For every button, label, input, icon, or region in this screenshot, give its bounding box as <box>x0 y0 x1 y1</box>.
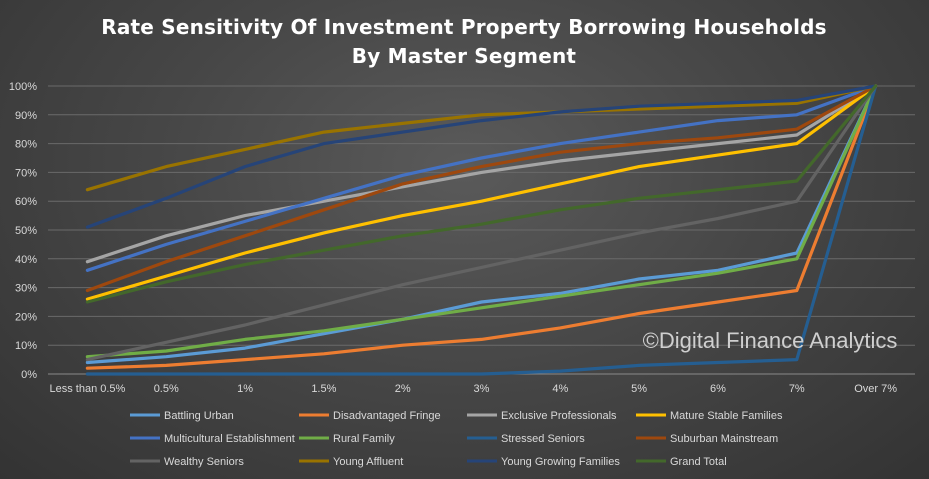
legend-label: Disadvantaged Fringe <box>333 410 441 422</box>
series-line-grand-total <box>85 84 878 304</box>
y-tick-label: 20% <box>15 311 37 323</box>
y-tick-label: 30% <box>15 283 37 295</box>
legend-label: Rural Family <box>333 433 395 445</box>
y-tick-label: 70% <box>15 167 37 179</box>
series-line-stressed-seniors <box>85 84 878 376</box>
x-tick-label: 1.5% <box>311 383 336 395</box>
x-tick-label: 1% <box>237 383 253 395</box>
series-line-rural-family <box>85 84 878 359</box>
chart-subtitle: By Master Segment <box>352 44 577 68</box>
y-axis-labels: 0% 10% 20% 30% 40% 50% 60% 70% 80% 90% 100% <box>9 81 37 381</box>
x-tick-label: 3% <box>474 383 490 395</box>
x-tick-label: 7% <box>789 383 805 395</box>
x-axis-labels: Less than 0.5% 0.5% 1% 1.5% 2% 3% 4% 5% 6% 7% Over… <box>49 383 897 395</box>
series-line-young-affluent <box>85 84 878 192</box>
legend-label: Grand Total <box>670 456 727 468</box>
series-lines <box>85 84 878 376</box>
legend-label: Exclusive Professionals <box>501 410 617 422</box>
legend-label: Battling Urban <box>164 410 234 422</box>
legend: Battling Urban Disadvantaged Fringe Exclus… <box>130 410 783 468</box>
y-tick-label: 0% <box>21 369 37 381</box>
series-line-suburban-mainstream <box>85 84 878 293</box>
y-tick-label: 80% <box>15 139 37 151</box>
x-tick-label: Over 7% <box>854 383 897 395</box>
y-tick-label: 50% <box>15 225 37 237</box>
watermark-annotation: ©Digital Finance Analytics <box>643 328 898 353</box>
x-tick-label: 4% <box>552 383 568 395</box>
series-line-battling-urban <box>85 84 878 365</box>
series-line-multicultural-establishment <box>85 84 878 272</box>
series-line-young-growing-families <box>85 84 878 229</box>
y-tick-label: 60% <box>15 196 37 208</box>
series-line-exclusive-professionals <box>85 84 878 264</box>
x-tick-label: 5% <box>631 383 647 395</box>
y-tick-label: 10% <box>15 340 37 352</box>
series-line-wealthy-seniors <box>85 84 878 362</box>
series-line-disadvantaged-fringe <box>85 84 878 370</box>
legend-label: Multicultural Establishment <box>164 433 295 445</box>
x-tick-label: 6% <box>710 383 726 395</box>
legend-label: Young Affluent <box>333 456 403 468</box>
x-tick-label: 0.5% <box>154 383 179 395</box>
y-tick-label: 90% <box>15 110 37 122</box>
legend-label: Young Growing Families <box>501 456 620 468</box>
chart-title: Rate Sensitivity Of Investment Property … <box>101 15 827 39</box>
series-line-mature-stable-families <box>85 84 878 301</box>
legend-label: Stressed Seniors <box>501 433 585 445</box>
x-tick-label: 2% <box>395 383 411 395</box>
legend-label: Suburban Mainstream <box>670 433 778 445</box>
legend-label: Mature Stable Families <box>670 410 783 422</box>
y-tick-label: 40% <box>15 254 37 266</box>
x-tick-label: Less than 0.5% <box>49 383 125 395</box>
y-tick-label: 100% <box>9 81 37 93</box>
legend-label: Wealthy Seniors <box>164 456 244 468</box>
